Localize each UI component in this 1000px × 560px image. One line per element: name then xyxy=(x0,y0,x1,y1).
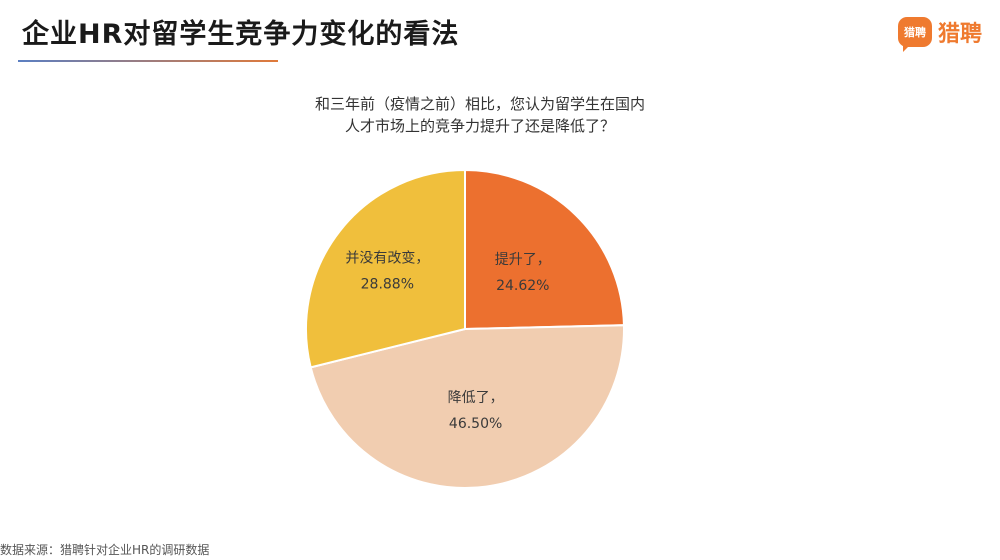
slice-category-label: 降低了， xyxy=(448,390,504,406)
slice-value-label: 28.88% xyxy=(361,276,414,292)
slice-category-label: 提升了， xyxy=(495,252,551,268)
pie-slice-2 xyxy=(309,324,625,489)
brand-name: 猎聘 xyxy=(937,22,982,47)
slice-value-label: 46.50% xyxy=(449,416,502,432)
title-underline xyxy=(18,60,278,62)
pie-slice-label-1: 提升了， 24.62% xyxy=(495,252,551,294)
slice-category-label: 并没有改变， xyxy=(345,250,429,266)
pie-slice-1 xyxy=(464,168,625,331)
brand-icon-text: 猎聘 xyxy=(903,26,926,39)
chart-question-line-1: 和三年前（疫情之前）相比，您认为留学生在国内 xyxy=(314,95,645,113)
slice-value-label: 24.62% xyxy=(496,278,549,294)
page-title: 企业HR对留学生竞争力变化的看法 xyxy=(22,19,460,50)
pie-slice-label-3: 并没有改变， 28.88% xyxy=(345,250,429,292)
pie-slice-3 xyxy=(305,168,466,369)
chart-question: 和三年前（疫情之前）相比，您认为留学生在国内 人才市场上的竞争力提升了还是降低了… xyxy=(280,93,680,137)
data-source-note: 数据来源：猎聘针对企业HR的调研数据 xyxy=(0,543,210,557)
liepin-logo-icon: 猎聘 xyxy=(897,17,932,52)
chart-question-line-2: 人才市场上的竞争力提升了还是降低了？ xyxy=(344,117,615,135)
brand-logo: 猎聘 猎聘 xyxy=(897,16,982,52)
pie-slice-label-2: 降低了， 46.50% xyxy=(448,390,504,432)
